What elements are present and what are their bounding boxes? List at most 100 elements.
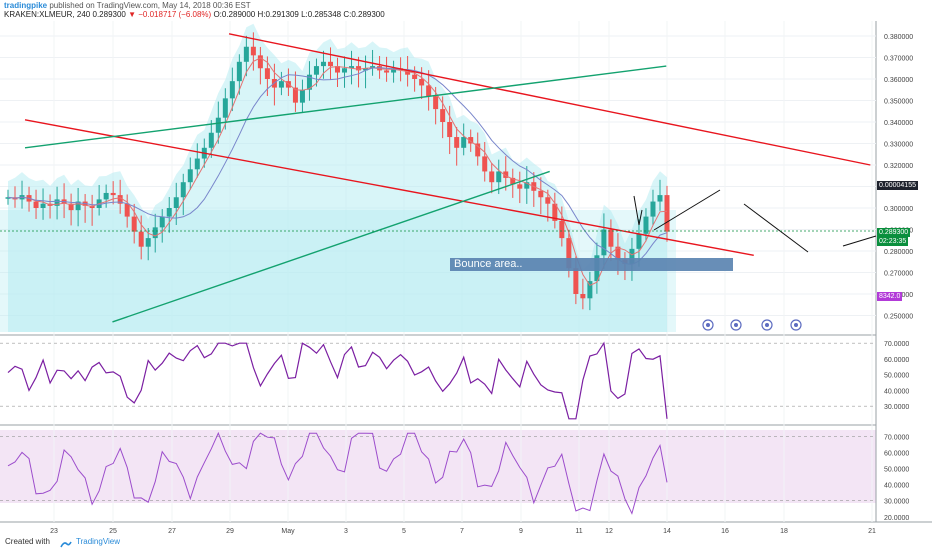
candle-body xyxy=(299,89,305,103)
candle-body xyxy=(278,81,284,88)
candle-body xyxy=(215,117,221,133)
candle-body xyxy=(419,79,425,86)
candle-body xyxy=(391,68,397,73)
bounce-area-box[interactable]: Bounce area.. xyxy=(450,258,733,271)
candle-body xyxy=(643,216,649,234)
projection-line xyxy=(743,203,809,253)
candle-body xyxy=(482,156,488,172)
event-icons xyxy=(702,319,802,331)
countdown-tag: 02:23:35 xyxy=(877,237,909,246)
candle-body xyxy=(257,55,263,69)
trend-line-red xyxy=(228,33,871,166)
candle-body xyxy=(335,66,340,73)
moving-average-line xyxy=(7,67,668,266)
candle-body xyxy=(264,68,270,79)
candle-body xyxy=(173,197,179,208)
candle-body xyxy=(559,220,565,239)
time-tick-label: 29 xyxy=(226,528,234,535)
time-tick-label: 12 xyxy=(605,528,613,535)
trend-line-green xyxy=(24,65,667,149)
published-text: published on TradingView.com, May 14, 20… xyxy=(49,1,251,10)
projection-line xyxy=(638,209,643,226)
footer: Created with TradingView xyxy=(0,534,932,550)
candle-body xyxy=(306,74,312,90)
candle-body xyxy=(510,177,516,185)
candle-body xyxy=(243,46,249,62)
candle-body xyxy=(349,66,355,69)
candle-body xyxy=(363,68,369,71)
stoch-tick-label: 50.0000 xyxy=(884,467,909,474)
candle-body xyxy=(545,197,551,204)
symbol-line: KRAKEN:XLMEUR, 240 0.289300 ▼ −0.018717 … xyxy=(4,10,385,19)
candle-body xyxy=(503,171,509,178)
time-tick-label: 27 xyxy=(168,528,176,535)
candle-body xyxy=(608,229,614,247)
candle-body xyxy=(538,190,544,198)
created-with-text: Created with xyxy=(5,537,50,546)
candle-body xyxy=(426,85,432,97)
candle-body xyxy=(461,137,467,148)
candle-body xyxy=(313,66,319,75)
price-tick-label: 0.330000 xyxy=(884,142,913,149)
time-tick-label: 9 xyxy=(519,528,523,535)
tradingview-logo-icon xyxy=(60,538,72,548)
rsi-tick-label: 40.0000 xyxy=(884,388,909,395)
time-tick-label: 14 xyxy=(663,528,671,535)
event-icon-dot xyxy=(794,323,798,327)
publish-line: tradingpike published on TradingView.com… xyxy=(4,1,251,10)
candle-body xyxy=(229,81,235,99)
candle-body xyxy=(40,203,46,208)
candle-body xyxy=(650,201,656,217)
indicator-tag: 0.00004155 xyxy=(877,181,918,190)
projection-line xyxy=(842,235,877,247)
price-tick-label: 0.250000 xyxy=(884,314,913,321)
time-tick-label: 11 xyxy=(575,528,582,535)
time-tick-label: 3 xyxy=(344,528,348,535)
stoch-tick-label: 40.0000 xyxy=(884,483,909,490)
stoch-background xyxy=(0,430,876,503)
candle-body xyxy=(250,46,256,56)
candle-body xyxy=(636,233,642,249)
rsi-line xyxy=(7,341,668,420)
candle-body xyxy=(131,216,137,232)
footer-brand[interactable]: TradingView xyxy=(76,537,121,546)
candle-body xyxy=(124,203,130,217)
candle-body xyxy=(117,195,123,204)
candle-body xyxy=(180,182,186,198)
trend-channels[interactable] xyxy=(0,33,877,323)
candle-body xyxy=(517,184,523,189)
candle-body xyxy=(5,197,11,199)
candle-body xyxy=(566,238,572,269)
price-tick-label: 0.380000 xyxy=(884,34,913,41)
candle-body xyxy=(54,199,60,206)
candle-body xyxy=(342,68,348,73)
candle-body xyxy=(377,66,383,71)
price-tick-label: 0.340000 xyxy=(884,120,913,127)
ohlc-values: O:0.289000 H:0.291309 L:0.285348 C:0.289… xyxy=(213,10,385,19)
candle-body xyxy=(152,227,158,239)
candle-body xyxy=(629,248,635,264)
author-name[interactable]: tradingpike xyxy=(4,1,48,10)
trend-line-red xyxy=(24,119,754,256)
last-price: 0.289300 xyxy=(92,10,126,19)
candle-body xyxy=(208,132,214,148)
candle-body xyxy=(194,158,200,170)
stoch-tick-label: 30.0000 xyxy=(884,499,909,506)
projection-line xyxy=(633,195,640,226)
candle-body xyxy=(447,122,453,138)
candle-body xyxy=(327,61,333,67)
candle-body xyxy=(187,169,193,183)
volume-tag: 8342.0 xyxy=(877,292,903,301)
symbol-name[interactable]: KRAKEN:XLMEUR, 240 xyxy=(4,10,91,19)
candle-body xyxy=(370,66,376,69)
candle-body xyxy=(356,66,362,71)
candle-body xyxy=(475,143,481,157)
price-tick-label: 0.350000 xyxy=(884,99,913,106)
time-tick-label: 21 xyxy=(868,528,876,535)
trend-line-green xyxy=(112,170,550,323)
candle-body xyxy=(489,171,495,183)
price-tick-label: 0.360000 xyxy=(884,77,913,84)
rsi-tick-label: 30.0000 xyxy=(884,404,909,411)
